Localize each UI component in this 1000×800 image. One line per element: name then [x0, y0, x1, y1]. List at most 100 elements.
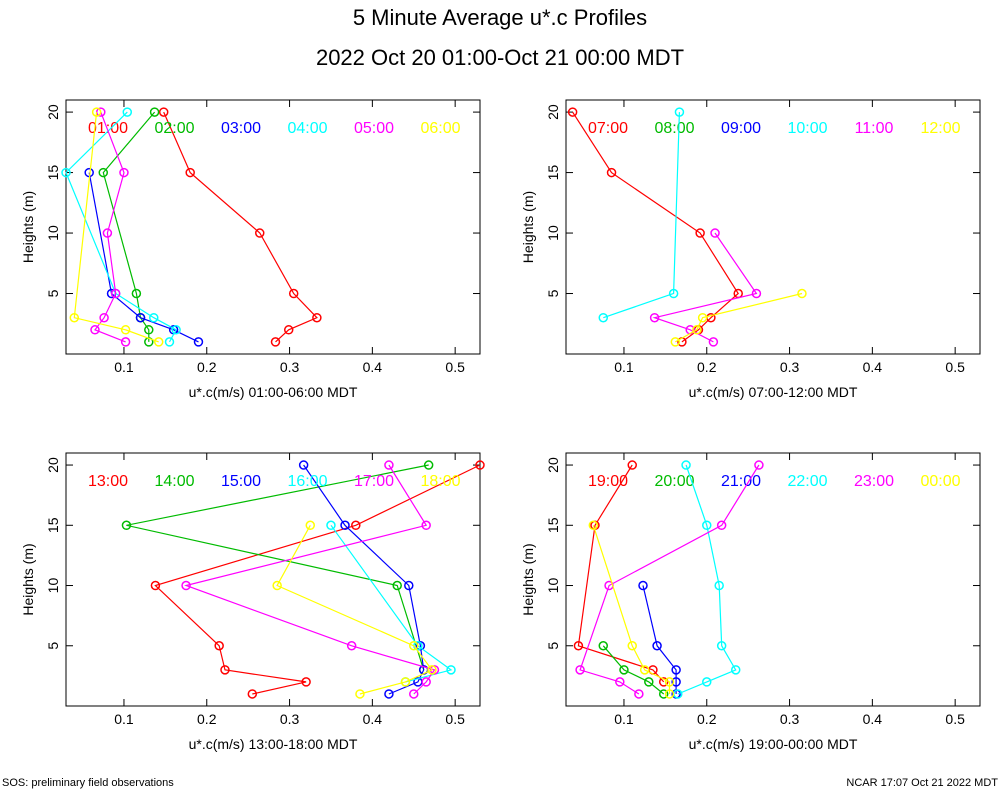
data-point — [573, 641, 584, 651]
data-point — [606, 167, 617, 178]
legend-entry: 03:00 — [221, 120, 261, 137]
data-point — [421, 520, 431, 531]
data-point — [446, 665, 456, 675]
series-line — [73, 112, 159, 343]
data-point — [99, 312, 109, 323]
data-point — [615, 677, 625, 687]
data-point — [98, 167, 109, 178]
series-line — [330, 524, 453, 683]
data-point — [122, 107, 133, 117]
plot-frame — [565, 99, 981, 355]
x-tick-label: 0.1 — [114, 711, 134, 727]
data-point — [716, 641, 727, 651]
data-point — [301, 677, 311, 687]
data-point — [638, 580, 648, 591]
legend-entry: 08:00 — [654, 120, 694, 137]
data-point — [392, 580, 402, 591]
series-line — [88, 172, 199, 343]
x-axis-label: u*.c(m/s) 13:00-18:00 MDT — [189, 736, 358, 752]
data-point — [102, 228, 113, 238]
data-point — [90, 325, 100, 335]
data-point — [708, 337, 719, 347]
data-point — [400, 677, 411, 687]
x-tick-label: 0.2 — [197, 359, 217, 375]
y-tick-label: 5 — [45, 289, 61, 297]
plot-frame — [65, 452, 481, 707]
y-tick-label: 15 — [545, 165, 561, 181]
data-point — [664, 689, 675, 699]
series-line — [577, 464, 665, 683]
y-tick-label: 5 — [545, 289, 561, 297]
data-point — [119, 167, 129, 178]
legend-entry: 23:00 — [854, 473, 894, 490]
x-axis-label: u*.c(m/s) 19:00-00:00 MDT — [689, 736, 858, 752]
data-point — [121, 520, 132, 531]
legend-entry: 17:00 — [354, 473, 394, 490]
data-point — [283, 325, 294, 335]
data-point — [588, 520, 599, 531]
series-line — [602, 645, 665, 695]
x-tick-label: 0.5 — [945, 359, 965, 375]
y-tick-label: 20 — [545, 104, 561, 120]
data-point — [627, 460, 637, 470]
data-point — [164, 337, 175, 347]
panel-2: 0.1 0.2 0.3 0.4 0.5 5 10 15 20 u*.c(m/s) 07:00-12… — [520, 99, 981, 400]
data-point — [288, 288, 299, 299]
data-point — [340, 520, 350, 531]
data-point — [652, 641, 662, 651]
x-tick-label: 0.4 — [363, 711, 383, 727]
legend-entry: 06:00 — [420, 120, 460, 137]
data-point — [670, 337, 681, 347]
data-point — [214, 641, 224, 651]
data-point — [150, 580, 161, 591]
series-line — [592, 525, 671, 694]
data-point — [639, 665, 650, 675]
data-point — [69, 312, 80, 323]
legend-entry: 20:00 — [654, 473, 694, 490]
data-point — [351, 520, 361, 531]
data-point — [120, 337, 131, 347]
data-point — [710, 228, 720, 238]
series-line — [603, 112, 680, 319]
y-axis-label: Heights (m) — [20, 543, 36, 615]
x-tick-label: 0.5 — [445, 711, 465, 727]
x-tick-label: 0.2 — [697, 359, 717, 375]
x-tick-label: 0.3 — [280, 711, 300, 727]
data-point — [598, 641, 609, 651]
y-tick-label: 10 — [545, 578, 561, 594]
series-line — [184, 464, 436, 695]
data-point — [716, 520, 727, 531]
series-line — [276, 525, 433, 695]
data-point — [61, 167, 71, 178]
y-tick-label: 20 — [545, 457, 561, 473]
data-point — [658, 677, 669, 687]
y-tick-label: 15 — [45, 517, 61, 533]
x-tick-label: 0.1 — [114, 359, 134, 375]
panel-3: 0.1 0.2 0.3 0.4 0.5 5 10 15 20 u*.c(m/s) 13:00-18… — [20, 452, 485, 752]
y-tick-label: 10 — [45, 578, 61, 594]
data-point — [384, 460, 394, 470]
data-point — [326, 520, 336, 531]
x-tick-label: 0.5 — [445, 359, 465, 375]
data-point — [96, 107, 106, 117]
x-tick-label: 0.2 — [197, 711, 217, 727]
data-point — [185, 167, 195, 178]
data-point — [272, 580, 282, 591]
y-tick-label: 15 — [45, 165, 61, 181]
data-point — [255, 228, 265, 238]
x-tick-label: 0.1 — [614, 711, 634, 727]
legend-entry: 18:00 — [420, 473, 460, 490]
data-point — [409, 641, 419, 651]
x-tick-label: 0.2 — [697, 711, 717, 727]
legend-entry: 00:00 — [920, 473, 960, 490]
data-point — [220, 665, 230, 675]
y-tick-label: 10 — [545, 225, 561, 241]
plot-frame — [565, 452, 981, 707]
series-line — [677, 464, 737, 695]
data-point — [421, 677, 431, 687]
data-point — [797, 288, 807, 299]
series-line — [126, 464, 429, 671]
legend-entry: 13:00 — [88, 473, 128, 490]
plot-frame — [65, 99, 481, 355]
